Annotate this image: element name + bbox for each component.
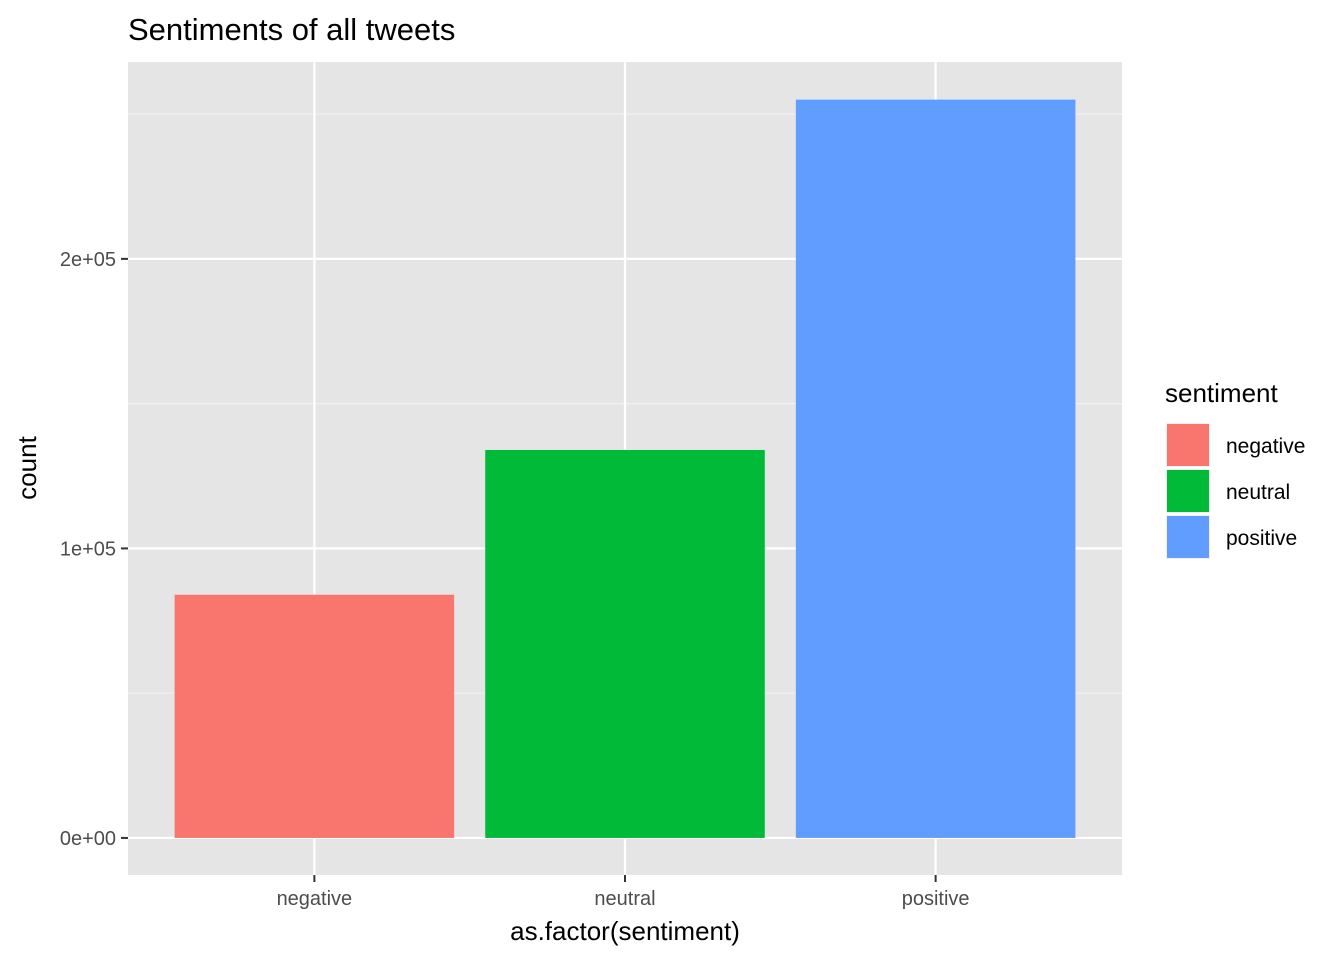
legend-key-negative <box>1167 424 1209 466</box>
bars <box>174 99 1076 838</box>
x-tick-labels: negative neutral positive <box>277 888 970 910</box>
y-tick-label: 0e+00 <box>60 828 116 850</box>
axis-ticks <box>121 257 937 882</box>
legend-key-positive <box>1167 516 1209 558</box>
x-axis-title: as.factor(sentiment) <box>510 916 740 946</box>
legend-label: neutral <box>1226 481 1290 504</box>
x-tick-label: negative <box>277 888 353 910</box>
legend-label: positive <box>1226 527 1297 550</box>
legend-key-neutral <box>1167 470 1209 512</box>
legend-items: negative neutral positive <box>1166 423 1305 559</box>
bar-negative <box>174 594 455 838</box>
bar-positive <box>795 99 1076 838</box>
y-tick-label: 2e+05 <box>60 249 116 271</box>
legend: sentiment negative neutral positive <box>1165 378 1305 559</box>
legend-label: negative <box>1226 435 1305 458</box>
bar-neutral <box>485 449 765 838</box>
legend-title: sentiment <box>1165 378 1278 408</box>
y-axis-title: count <box>12 435 42 499</box>
x-tick-label: positive <box>902 888 970 910</box>
chart-title: Sentiments of all tweets <box>128 12 455 47</box>
y-tick-label: 1e+05 <box>60 538 116 560</box>
y-tick-labels: 0e+00 1e+05 2e+05 <box>60 249 116 850</box>
x-tick-label: neutral <box>594 888 655 910</box>
